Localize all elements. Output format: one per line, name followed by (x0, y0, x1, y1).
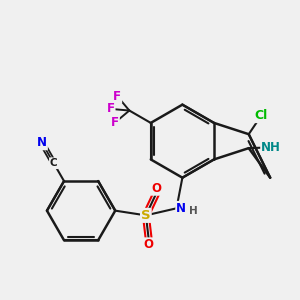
Text: H: H (189, 206, 197, 216)
Text: F: F (106, 102, 115, 116)
Text: O: O (144, 238, 154, 251)
Text: N: N (176, 202, 186, 215)
Text: F: F (113, 90, 121, 103)
Text: NH: NH (261, 141, 281, 154)
Text: F: F (111, 116, 119, 129)
Text: O: O (152, 182, 161, 195)
Text: Cl: Cl (255, 109, 268, 122)
Text: S: S (141, 209, 151, 222)
Text: N: N (37, 136, 47, 149)
Text: C: C (50, 158, 58, 168)
